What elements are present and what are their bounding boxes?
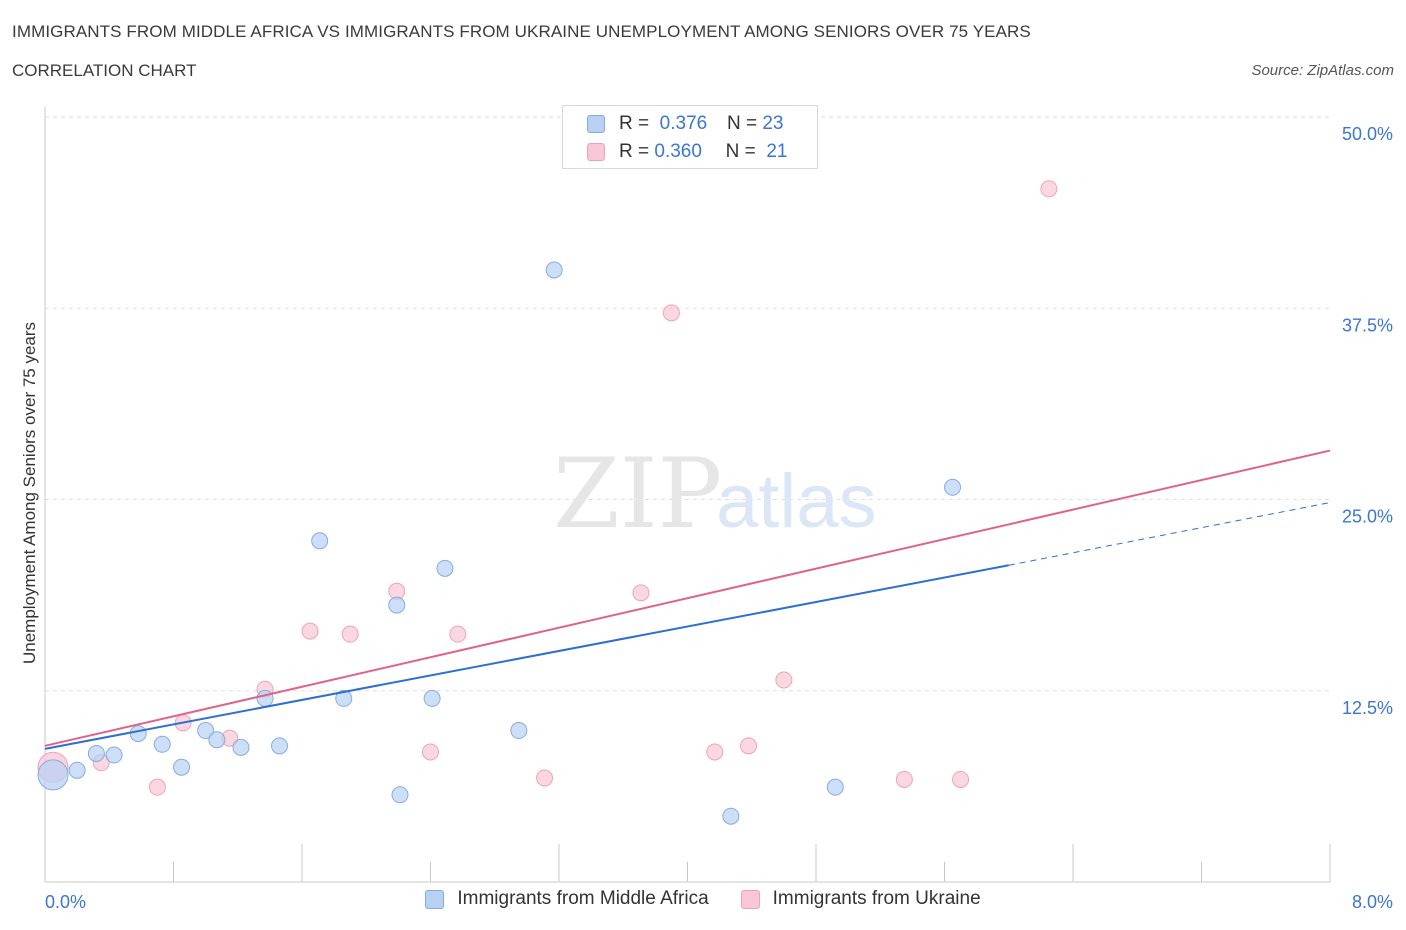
series-legend: Immigrants from Middle Africa Immigrants… (0, 888, 1406, 910)
watermark-zip: ZIP (553, 438, 722, 550)
chart-title: IMMIGRANTS FROM MIDDLE AFRICA VS IMMIGRA… (12, 22, 1031, 41)
point-middle-africa (391, 786, 409, 804)
point-middle-africa (37, 759, 69, 791)
point-ukraine (341, 625, 359, 643)
legend-n-label: N = (726, 113, 758, 134)
legend-row-middle-africa: R = 0.376 N = 23 (587, 111, 783, 137)
point-ukraine (706, 743, 724, 761)
legend-n-value-1: 23 (762, 113, 784, 134)
point-ukraine (632, 584, 650, 602)
chart-subtitle: CORRELATION CHART (12, 61, 197, 80)
point-ukraine (301, 622, 319, 640)
legend-r-label: R = (619, 113, 650, 134)
legend-n-value-2: 21 (766, 141, 788, 162)
point-middle-africa (197, 722, 215, 740)
blue-swatch (425, 889, 445, 909)
legend-r-label: R = (619, 141, 650, 162)
point-middle-africa (510, 722, 528, 740)
point-ukraine (422, 743, 439, 761)
point-middle-africa (722, 807, 740, 825)
pink-swatch (587, 143, 605, 161)
point-middle-africa (944, 478, 962, 496)
trend-line-ukraine (44, 449, 1331, 747)
y-tick-label: 25.0% (1342, 507, 1393, 527)
legend-row-ukraine: R = 0.360 N = 21 (587, 139, 787, 165)
correlation-legend: R = 0.376 N = 23 R = 0.360 N = 21 (562, 105, 818, 169)
point-middle-africa (271, 737, 289, 755)
point-ukraine (775, 671, 793, 689)
point-ukraine (740, 737, 758, 755)
point-middle-africa (87, 744, 105, 762)
point-middle-africa (68, 761, 86, 779)
point-middle-africa (545, 261, 563, 279)
point-middle-africa (423, 689, 441, 707)
y-tick-label: 12.5% (1342, 698, 1393, 718)
point-ukraine (1040, 180, 1058, 198)
watermark-atlas: atlas (716, 459, 877, 544)
trend-line-middle-africa (44, 564, 1009, 750)
point-middle-africa (105, 746, 123, 764)
point-ukraine (662, 304, 680, 322)
legend-item-middle-africa: Immigrants from Middle Africa (425, 888, 709, 910)
point-middle-africa (826, 778, 844, 796)
point-middle-africa (173, 758, 191, 776)
point-middle-africa (256, 689, 274, 707)
point-middle-africa (311, 532, 329, 550)
x-tick-label-max: 8.0% (1352, 892, 1393, 912)
point-middle-africa (436, 559, 454, 577)
point-ukraine (536, 769, 554, 787)
point-ukraine (895, 770, 913, 788)
y-tick-label: 50.0% (1342, 124, 1393, 144)
legend-label-ukraine: Immigrants from Ukraine (772, 888, 981, 909)
x-tick-label-min: 0.0% (45, 892, 86, 912)
point-middle-africa (388, 596, 406, 614)
point-middle-africa (208, 731, 226, 749)
legend-label-middle-africa: Immigrants from Middle Africa (457, 888, 709, 909)
point-ukraine (148, 778, 166, 796)
blue-swatch (587, 115, 605, 133)
legend-n-label: N = (725, 141, 756, 162)
point-ukraine (952, 770, 970, 788)
y-tick-label: 37.5% (1342, 315, 1393, 335)
point-middle-africa (232, 738, 250, 756)
y-axis-label: Unemployment Among Seniors over 75 years (20, 322, 39, 664)
point-middle-africa (153, 735, 171, 753)
legend-item-ukraine: Immigrants from Ukraine (740, 888, 981, 910)
legend-r-value-1: 0.376 (659, 113, 708, 134)
pink-swatch (740, 889, 760, 909)
source-label: Source: ZipAtlas.com (1251, 62, 1394, 79)
legend-r-value-2: 0.360 (654, 141, 702, 162)
trend-line-middle-africa-extension (1008, 502, 1331, 566)
point-ukraine (449, 625, 467, 643)
point-middle-africa (335, 689, 353, 707)
point-middle-africa (129, 725, 147, 743)
